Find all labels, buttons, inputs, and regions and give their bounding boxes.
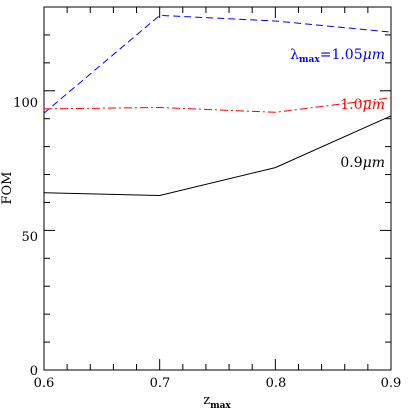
lambda-subscript: max (299, 55, 320, 65)
series-label-1.05um: λmax=1.05μm (290, 47, 385, 65)
x-axis-label-sub: max (210, 401, 231, 411)
series-label-0.9um: 0.9μm (340, 155, 385, 171)
y-tick-label-50: 50 (21, 230, 38, 245)
x-tick-label-0.8: 0.8 (266, 376, 287, 391)
series-value-1.0: 1.0 (340, 97, 362, 113)
y-axis-label: FOM (0, 172, 15, 205)
series-line-1 (43, 97, 392, 113)
axis-ticks (43, 6, 392, 371)
series-value-0.9: 0.9 (340, 155, 362, 171)
y-tick-label-0: 0 (30, 364, 38, 379)
series-unit-1.05: μm (363, 47, 385, 63)
series-line-2 (43, 115, 392, 197)
series-value-1.05: =1.05 (320, 47, 363, 63)
x-tick-label-0.6: 0.6 (34, 376, 55, 391)
x-tick-label-0.7: 0.7 (150, 376, 171, 391)
series-label-1.0um: 1.0μm (340, 97, 385, 113)
x-axis-label: zmax (203, 393, 231, 411)
series-lines (43, 14, 392, 197)
lambda-symbol: λ (290, 47, 299, 63)
series-line-0 (43, 14, 392, 114)
y-tick-label-100: 100 (13, 96, 38, 111)
x-axis-label-main: z (203, 393, 210, 408)
series-unit-0.9: μm (363, 155, 385, 171)
x-tick-label-0.9: 0.9 (381, 376, 402, 391)
series-unit-1.0: μm (363, 97, 385, 113)
plot-frame (43, 6, 392, 371)
